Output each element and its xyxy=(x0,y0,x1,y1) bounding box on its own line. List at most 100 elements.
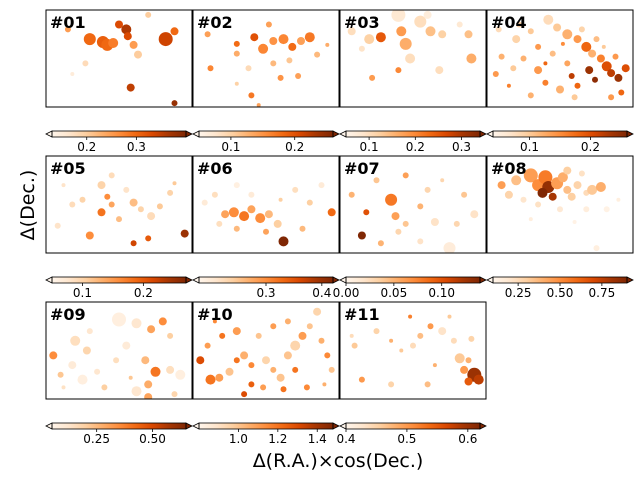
data-point xyxy=(137,206,144,213)
data-point xyxy=(248,191,255,198)
colorbar-tick-label: 0.05 xyxy=(380,286,407,300)
colorbar-tick-label: 0.2 xyxy=(134,286,153,300)
data-point xyxy=(520,196,527,203)
data-point xyxy=(417,203,424,210)
data-point xyxy=(603,206,610,213)
data-point xyxy=(260,384,267,391)
data-point xyxy=(402,220,409,227)
data-point xyxy=(424,186,431,193)
data-point xyxy=(245,65,252,72)
data-point xyxy=(447,314,452,319)
points-group xyxy=(497,166,621,252)
data-point xyxy=(585,66,594,75)
panel-title: #09 xyxy=(50,305,86,324)
panel-9: #09 0.25 0.50 xyxy=(45,301,193,446)
points-group xyxy=(49,312,186,399)
data-point xyxy=(144,380,153,389)
data-point xyxy=(94,368,101,375)
data-point xyxy=(318,182,325,189)
data-point xyxy=(248,92,255,99)
data-point xyxy=(158,317,167,326)
data-point xyxy=(233,40,240,47)
colorbar-extend-low xyxy=(45,422,53,430)
data-point xyxy=(466,53,477,64)
colorbar-extend-high xyxy=(479,422,487,430)
data-point xyxy=(601,61,612,72)
panel-frame xyxy=(486,9,634,108)
colorbar-extend-high xyxy=(332,130,340,138)
colorbar-outline xyxy=(492,130,628,138)
data-point xyxy=(573,181,582,190)
data-point xyxy=(349,333,354,338)
data-point xyxy=(498,53,505,60)
data-point xyxy=(239,211,250,222)
data-point xyxy=(277,74,284,81)
data-point xyxy=(464,377,473,386)
data-point xyxy=(443,242,456,253)
points-group xyxy=(204,21,330,107)
data-point xyxy=(54,222,61,229)
data-point xyxy=(512,35,521,44)
data-point xyxy=(304,32,315,43)
data-point xyxy=(130,240,137,247)
data-point xyxy=(562,29,573,40)
panel-title: #11 xyxy=(344,305,380,324)
data-point xyxy=(435,66,444,75)
data-point xyxy=(175,369,186,380)
colorbar-tick-label: 1.0 xyxy=(229,432,248,446)
panel-frame xyxy=(339,9,487,108)
panel-3: #03 0.1 0.2 0.3 xyxy=(339,9,487,154)
panel-frame xyxy=(339,155,487,254)
data-point xyxy=(377,240,384,247)
colorbar-outline xyxy=(51,130,187,138)
panels-group: #010.2 0.3#020.1 0.2#030.1 0.2 0.3#040.1 0.2#… xyxy=(45,9,634,446)
data-point xyxy=(408,314,413,319)
data-point xyxy=(147,325,156,334)
data-point xyxy=(82,346,91,355)
y-axis-label: Δ(Dec.) xyxy=(17,170,39,241)
data-point xyxy=(290,340,301,351)
data-point xyxy=(292,186,299,193)
data-point xyxy=(423,10,432,19)
data-point xyxy=(560,41,565,46)
data-point xyxy=(283,351,292,360)
data-point xyxy=(273,219,282,228)
data-point xyxy=(150,366,161,377)
panel-title: #04 xyxy=(491,13,527,32)
data-point xyxy=(588,49,597,58)
data-point xyxy=(172,181,177,186)
points-group xyxy=(492,14,630,101)
data-point xyxy=(64,26,71,33)
panel-4: #04 0.1 0.2 xyxy=(486,9,634,154)
data-point xyxy=(557,172,568,183)
data-point xyxy=(269,37,278,45)
data-point xyxy=(233,357,240,364)
data-point xyxy=(520,55,527,62)
colorbar-extend-high xyxy=(479,130,487,138)
colorbar-tick-label: 0.6 xyxy=(458,432,477,446)
data-point xyxy=(215,373,224,382)
colorbar-tick-label: 0.2 xyxy=(77,140,96,154)
colorbar-extend-high xyxy=(479,276,487,284)
colorbar-extend-high xyxy=(185,276,193,284)
colorbar-extend-low xyxy=(45,276,53,284)
data-point xyxy=(228,207,239,218)
colorbar-tick-label: 0.4 xyxy=(336,432,355,446)
data-point xyxy=(568,73,575,79)
data-point xyxy=(204,342,211,349)
data-point xyxy=(97,208,106,217)
colorbar-extend-high xyxy=(332,422,340,430)
data-point xyxy=(473,374,484,385)
data-point xyxy=(325,42,330,47)
data-point xyxy=(504,190,513,199)
data-point xyxy=(440,178,445,183)
data-point xyxy=(221,210,230,219)
colorbar xyxy=(346,423,480,429)
colorbar-tick-label: 0.10 xyxy=(428,286,455,300)
colorbar-outline xyxy=(198,422,334,430)
colorbar-extend-low xyxy=(486,130,494,138)
data-point xyxy=(596,54,605,63)
colorbar-extend-low xyxy=(192,422,200,430)
data-point xyxy=(233,225,240,232)
data-point xyxy=(85,231,94,240)
